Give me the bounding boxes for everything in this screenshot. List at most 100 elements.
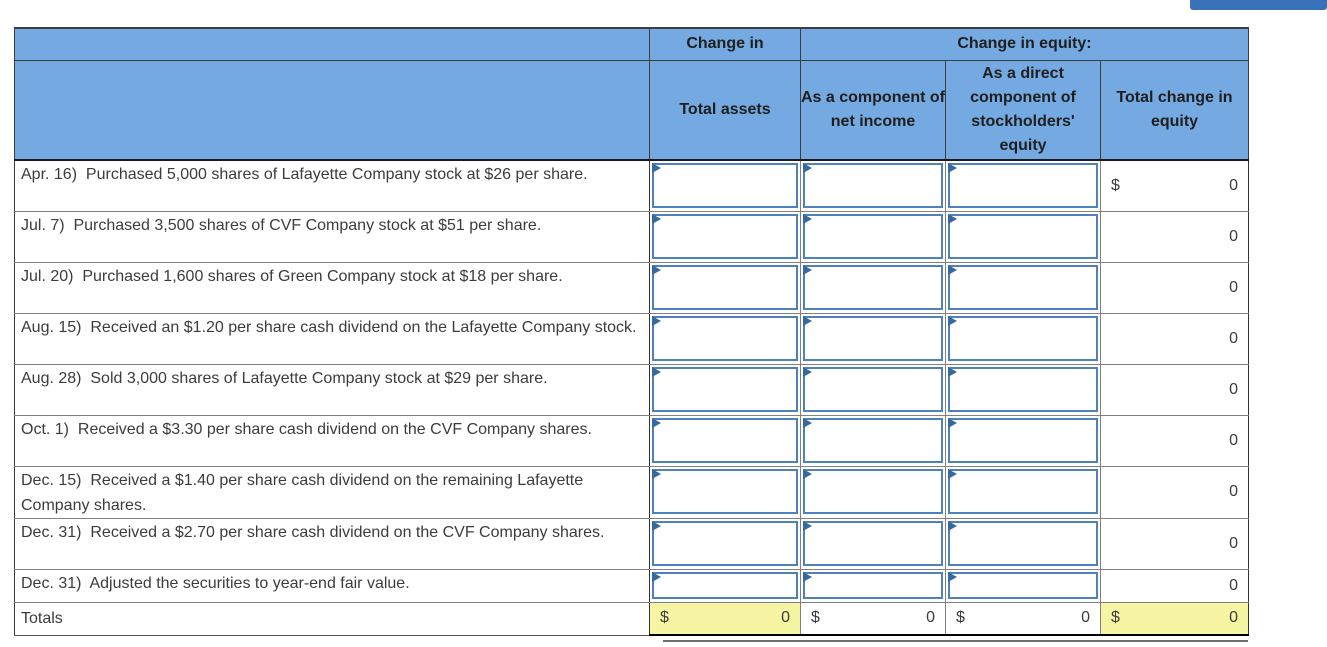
totals-total-assets: $0 — [649, 601, 801, 636]
net-income-input[interactable] — [803, 520, 943, 566]
cell-marker-icon — [652, 571, 661, 582]
change-in-equity-table: Change in Change in equity: Total assets… — [14, 27, 1249, 636]
net-income-input[interactable] — [803, 571, 943, 599]
cell-marker-icon — [948, 264, 957, 275]
cell-marker-icon — [803, 520, 812, 531]
total-assets-input[interactable] — [652, 417, 798, 463]
row-description: Jul. 7) Purchased 3,500 shares of CVF Co… — [14, 210, 650, 263]
row-description: Oct. 1) Received a $3.30 per share cash … — [14, 414, 650, 467]
total-change-value: 0 — [1229, 380, 1238, 398]
total-assets-input[interactable] — [652, 264, 798, 310]
net-income-input[interactable] — [803, 264, 943, 310]
net-income-input[interactable] — [803, 315, 943, 361]
stockholders-equity-input[interactable] — [948, 366, 1098, 412]
total-change-value: 0 — [1229, 483, 1238, 500]
row-description: Dec. 15) Received a $1.40 per share cash… — [14, 465, 650, 519]
cell-marker-icon — [652, 213, 661, 224]
cell-marker-icon — [803, 571, 812, 582]
cell-marker-icon — [652, 520, 661, 531]
cell-marker-icon — [803, 366, 812, 377]
currency-symbol: $ — [956, 609, 965, 627]
cell-marker-icon — [652, 366, 661, 377]
header-stockholders-component: As a direct component of stockholders' e… — [945, 59, 1101, 161]
toolbar-button[interactable] — [1190, 0, 1327, 10]
cell-marker-icon — [652, 264, 661, 275]
header-row-columns: Total assets As a component of net incom… — [14, 59, 1249, 161]
net-income-input[interactable] — [803, 417, 943, 463]
header-net-income-component: As a component of net income — [800, 59, 946, 161]
cell-marker-icon — [803, 417, 812, 428]
stockholders-equity-input[interactable] — [948, 264, 1098, 310]
totals-value: 0 — [926, 609, 935, 627]
totals-net-income: $0 — [800, 601, 946, 636]
stockholders-equity-input[interactable] — [948, 213, 1098, 259]
row-description: Dec. 31) Adjusted the securities to year… — [14, 568, 650, 603]
cell-marker-icon — [948, 315, 957, 326]
currency-symbol: $ — [811, 609, 820, 627]
row-description: Dec. 31) Received a $2.70 per share cash… — [14, 517, 650, 570]
header-total-assets: Total assets — [649, 59, 801, 161]
stockholders-equity-input[interactable] — [948, 163, 1098, 208]
total-change-value: 0 — [1229, 227, 1238, 245]
total-assets-input[interactable] — [652, 315, 798, 361]
currency-symbol: $ — [1111, 609, 1120, 627]
stockholders-equity-input[interactable] — [948, 520, 1098, 566]
cell-marker-icon — [803, 315, 812, 326]
table-row: Aug. 28) Sold 3,000 shares of Lafayette … — [14, 363, 1249, 416]
currency-symbol: $ — [660, 609, 669, 627]
cell-marker-icon — [948, 417, 957, 428]
net-income-input[interactable] — [803, 366, 943, 412]
total-assets-input[interactable] — [652, 213, 798, 259]
total-assets-input[interactable] — [652, 366, 798, 412]
header-change-in: Change in — [649, 27, 801, 61]
total-assets-input[interactable] — [652, 520, 798, 566]
table-row: Dec. 15) Received a $1.40 per share cash… — [14, 465, 1249, 519]
row-description: Aug. 15) Received an $1.20 per share cas… — [14, 312, 650, 365]
header-total-change-in-equity: Total change in equity — [1100, 59, 1249, 161]
cell-marker-icon — [652, 163, 661, 173]
row-description: Jul. 20) Purchased 1,600 shares of Green… — [14, 261, 650, 314]
total-change-value: 0 — [1229, 576, 1238, 594]
totals-value: 0 — [781, 609, 790, 627]
totals-value: 0 — [1081, 609, 1090, 627]
net-income-input[interactable] — [803, 163, 943, 208]
total-assets-input[interactable] — [652, 571, 798, 599]
stockholders-equity-input[interactable] — [948, 417, 1098, 463]
header-blank-cell-2 — [14, 59, 650, 161]
totals-value: 0 — [1229, 609, 1238, 627]
total-change-value: 0 — [1229, 329, 1238, 347]
cell-marker-icon — [803, 468, 812, 479]
table-row: Dec. 31) Received a $2.70 per share cash… — [14, 517, 1249, 570]
row-description: Apr. 16) Purchased 5,000 shares of Lafay… — [14, 159, 650, 212]
total-assets-input[interactable] — [652, 468, 798, 514]
stockholders-equity-input[interactable] — [948, 315, 1098, 361]
currency-symbol: $ — [1111, 176, 1120, 194]
totals-double-underline — [663, 640, 1248, 642]
totals-total-change: $0 — [1100, 601, 1249, 636]
cell-marker-icon — [803, 213, 812, 224]
cell-marker-icon — [652, 417, 661, 428]
total-assets-input[interactable] — [652, 163, 798, 208]
row-description: Aug. 28) Sold 3,000 shares of Lafayette … — [14, 363, 650, 416]
totals-label: Totals — [14, 601, 650, 636]
header-change-in-equity: Change in equity: — [800, 27, 1249, 61]
table-row: Apr. 16) Purchased 5,000 shares of Lafay… — [14, 159, 1249, 212]
stockholders-equity-input[interactable] — [948, 468, 1098, 514]
cell-marker-icon — [948, 468, 957, 479]
cell-marker-icon — [948, 163, 957, 173]
net-income-input[interactable] — [803, 468, 943, 514]
cell-marker-icon — [803, 264, 812, 275]
stockholders-equity-input[interactable] — [948, 571, 1098, 599]
table-row: Jul. 20) Purchased 1,600 shares of Green… — [14, 261, 1249, 314]
total-change-value: 0 — [1229, 431, 1238, 449]
totals-stockholders-equity: $0 — [945, 601, 1101, 636]
table-row: Aug. 15) Received an $1.20 per share cas… — [14, 312, 1249, 365]
net-income-input[interactable] — [803, 213, 943, 259]
cell-marker-icon — [948, 213, 957, 224]
cell-marker-icon — [948, 520, 957, 531]
header-row-groups: Change in Change in equity: — [14, 27, 1249, 61]
totals-row: Totals $0 $0 $0 $0 — [14, 601, 1249, 636]
total-change-value: 0 — [1229, 176, 1238, 194]
total-change-value: 0 — [1229, 278, 1238, 296]
